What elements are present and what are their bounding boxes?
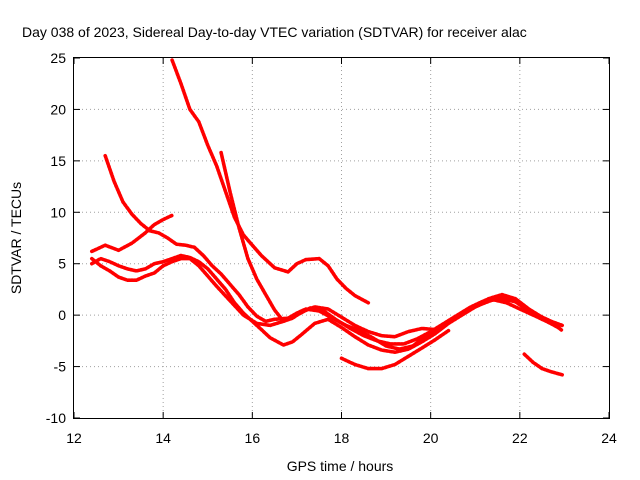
x-tick-label: 20 (423, 430, 439, 446)
y-tick-label: 20 (50, 101, 66, 117)
series-line-trace-4 (90, 253, 564, 354)
x-tick-label: 18 (334, 430, 350, 446)
y-tick-label: 25 (50, 50, 66, 66)
series-line-trace-7 (339, 328, 451, 371)
series-line-trace-6 (90, 213, 174, 254)
y-axis-label: SDTVAR / TECUs (8, 182, 24, 294)
y-tick-label: -10 (46, 410, 66, 426)
series-line-trace-1 (170, 58, 371, 305)
y-tick-label: 15 (50, 153, 66, 169)
y-tick-label: -5 (54, 359, 67, 375)
series-line-trace-8 (522, 352, 564, 377)
series-line-trace-2 (219, 150, 564, 339)
grid-lines (74, 58, 609, 418)
x-tick-label: 24 (601, 430, 617, 446)
x-tick-label: 14 (155, 430, 171, 446)
data-series (90, 58, 564, 377)
x-tick-label: 12 (66, 430, 82, 446)
x-tick-label: 22 (512, 430, 528, 446)
x-tick-label: 16 (245, 430, 261, 446)
axis-ticks: 12 14 16 18 20 22 24 -10 -5 0 5 10 15 20 25 (46, 50, 617, 446)
chart-title: Day 038 of 2023, Sidereal Day-to-day VTE… (22, 24, 527, 40)
y-tick-label: 10 (50, 204, 66, 220)
y-tick-label: 5 (58, 256, 66, 272)
x-axis-label: GPS time / hours (287, 458, 394, 474)
y-tick-label: 0 (58, 307, 66, 323)
series-line-trace-5 (90, 256, 564, 346)
plot-frame (73, 57, 610, 419)
